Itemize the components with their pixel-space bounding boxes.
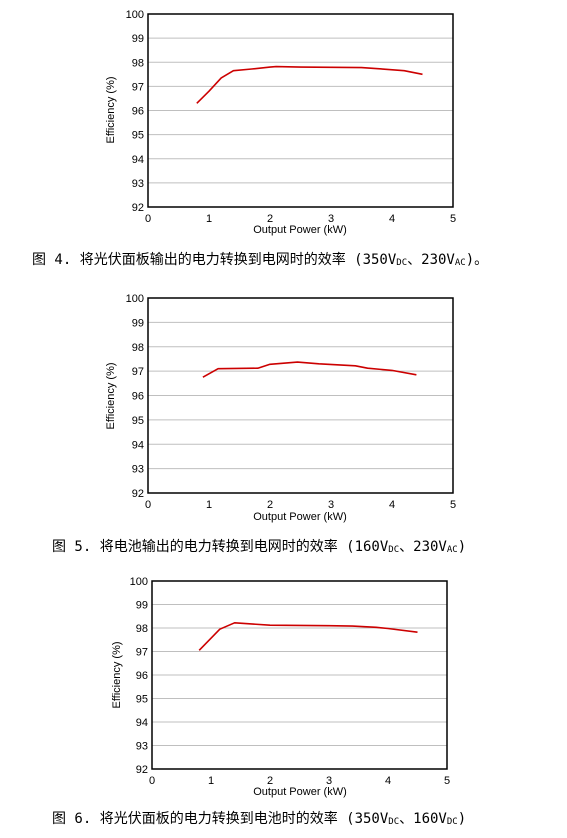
efficiency-chart-1: 92 93 94 95 96 97 98 99 100 0 1 2 3 4 5 Efficiency (%… (105, 9, 456, 236)
plot-frame (151, 580, 448, 770)
y-tick-label: 98 (132, 57, 144, 69)
y-tick-label: 92 (132, 202, 144, 214)
y-tick-label: 99 (132, 317, 144, 329)
grid-lines (152, 604, 447, 746)
grid-lines (148, 321, 453, 470)
y-tick-labels: 92 93 94 95 96 97 98 99 100 (130, 576, 148, 776)
y-tick-label: 96 (136, 670, 148, 682)
caption-text: ) (457, 539, 467, 555)
y-axis-label: Efficiency (%) (105, 362, 117, 429)
y-tick-label: 92 (136, 764, 148, 776)
y-tick-label: 93 (132, 464, 144, 476)
x-tick-label: 5 (450, 499, 456, 511)
y-tick-label: 96 (132, 106, 144, 118)
figure-caption-6: 图 6. 将光伏面板的电力转换到电池时的效率 (350VDC、160VDC) (52, 808, 466, 828)
x-tick-label: 1 (206, 499, 212, 511)
caption-text: 、230V (407, 252, 455, 268)
caption-subscript: DC (396, 258, 408, 268)
y-tick-label: 97 (132, 81, 144, 93)
figure-caption-5: 图 5. 将电池输出的电力转换到电网时的效率 (160VDC、230VAC) (52, 536, 466, 556)
y-tick-label: 94 (132, 439, 144, 451)
y-axis-label: Efficiency (%) (105, 76, 117, 143)
caption-text: ) (457, 811, 467, 827)
x-tick-labels: 0 1 2 3 4 5 (145, 499, 456, 511)
y-tick-label: 94 (136, 717, 148, 729)
plot-frame (147, 13, 454, 208)
x-tick-labels: 0 1 2 3 4 5 (145, 213, 456, 225)
y-tick-label: 93 (136, 741, 148, 753)
y-tick-label: 94 (132, 154, 144, 166)
caption-subscript: DC (388, 817, 400, 827)
x-tick-label: 4 (389, 213, 395, 225)
caption-subscript: DC (388, 545, 400, 555)
y-tick-label: 92 (132, 488, 144, 500)
y-tick-label: 100 (126, 293, 144, 305)
x-axis-label: Output Power (kW) (253, 224, 347, 236)
x-axis-label: Output Power (kW) (253, 786, 347, 798)
caption-text: 、230V (399, 539, 447, 555)
x-axis-label: Output Power (kW) (253, 511, 347, 523)
y-tick-label: 93 (132, 178, 144, 190)
x-tick-label: 0 (149, 775, 155, 787)
y-tick-label: 95 (136, 694, 148, 706)
x-tick-label: 1 (208, 775, 214, 787)
caption-text: 图 6. 将光伏面板的电力转换到电池时的效率 (350V (52, 811, 389, 827)
y-tick-label: 99 (132, 33, 144, 45)
efficiency-line (202, 361, 417, 378)
x-tick-label: 1 (206, 213, 212, 225)
x-tick-label: 3 (328, 499, 334, 511)
plot-frame (147, 297, 454, 494)
caption-subscript: DC (446, 817, 458, 827)
y-tick-label: 98 (132, 342, 144, 354)
efficiency-line (198, 621, 418, 651)
grid-lines (148, 37, 453, 184)
y-tick-label: 98 (136, 623, 148, 635)
y-tick-label: 100 (130, 576, 148, 588)
x-tick-label: 0 (145, 213, 151, 225)
x-tick-label: 4 (385, 775, 391, 787)
y-tick-label: 100 (126, 9, 144, 21)
x-tick-label: 4 (389, 499, 395, 511)
x-tick-label: 3 (328, 213, 334, 225)
x-tick-label: 2 (267, 775, 273, 787)
x-tick-label: 3 (326, 775, 332, 787)
x-tick-label: 0 (145, 499, 151, 511)
x-tick-labels: 0 1 2 3 4 5 (149, 775, 450, 787)
x-tick-label: 2 (267, 213, 273, 225)
caption-text: 、160V (399, 811, 447, 827)
x-tick-label: 5 (450, 213, 456, 225)
caption-subscript: AC (454, 258, 466, 268)
y-tick-label: 99 (136, 600, 148, 612)
y-tick-label: 97 (132, 366, 144, 378)
y-tick-labels: 92 93 94 95 96 97 98 99 100 (126, 9, 144, 214)
y-tick-labels: 92 93 94 95 96 97 98 99 100 (126, 293, 144, 500)
caption-subscript: AC (446, 545, 458, 555)
y-tick-label: 95 (132, 130, 144, 142)
caption-text: )。 (465, 252, 489, 268)
caption-text: 图 4. 将光伏面板输出的电力转换到电网时的效率 (350V (32, 252, 397, 268)
x-tick-label: 5 (444, 775, 450, 787)
y-tick-label: 95 (132, 415, 144, 427)
efficiency-line (196, 65, 423, 104)
efficiency-chart-3: 92 93 94 95 96 97 98 99 100 0 1 2 3 4 5 Efficiency (%… (111, 576, 450, 798)
y-tick-label: 97 (136, 647, 148, 659)
efficiency-chart-2: 92 93 94 95 96 97 98 99 100 0 1 2 3 4 5 Efficiency (%… (105, 293, 456, 523)
y-axis-label: Efficiency (%) (111, 641, 123, 708)
caption-text: 图 5. 将电池输出的电力转换到电网时的效率 (160V (52, 539, 389, 555)
y-tick-label: 96 (132, 391, 144, 403)
figure-caption-4: 图 4. 将光伏面板输出的电力转换到电网时的效率 (350VDC、230VAC)… (32, 249, 488, 269)
x-tick-label: 2 (267, 499, 273, 511)
